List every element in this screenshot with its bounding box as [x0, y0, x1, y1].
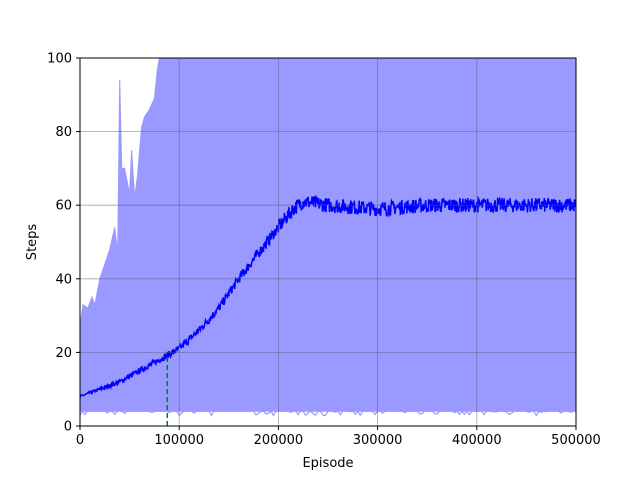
y-axis-label: Steps: [25, 224, 40, 261]
x-tick-label: 200000: [254, 433, 304, 448]
raw-steps-lower-edge: [79, 410, 576, 417]
mean-steps-line: [79, 194, 577, 398]
plot-frame: [79, 57, 577, 427]
x-axis-label: Episode: [302, 456, 353, 471]
x-tick-label: 400000: [452, 433, 502, 448]
x-tick-label: 500000: [551, 433, 601, 448]
y-tick-label: 0: [64, 420, 72, 435]
y-tick-label: 40: [55, 272, 72, 287]
y-tick-label: 60: [55, 199, 72, 214]
x-tick-label: 100000: [154, 433, 204, 448]
y-tick-label: 100: [47, 52, 72, 67]
y-tick-label: 20: [55, 346, 72, 361]
x-tick-label: 0: [76, 433, 84, 448]
y-tick-label: 80: [55, 125, 72, 140]
raw-steps-band: [79, 57, 577, 412]
x-tick-label: 300000: [353, 433, 403, 448]
